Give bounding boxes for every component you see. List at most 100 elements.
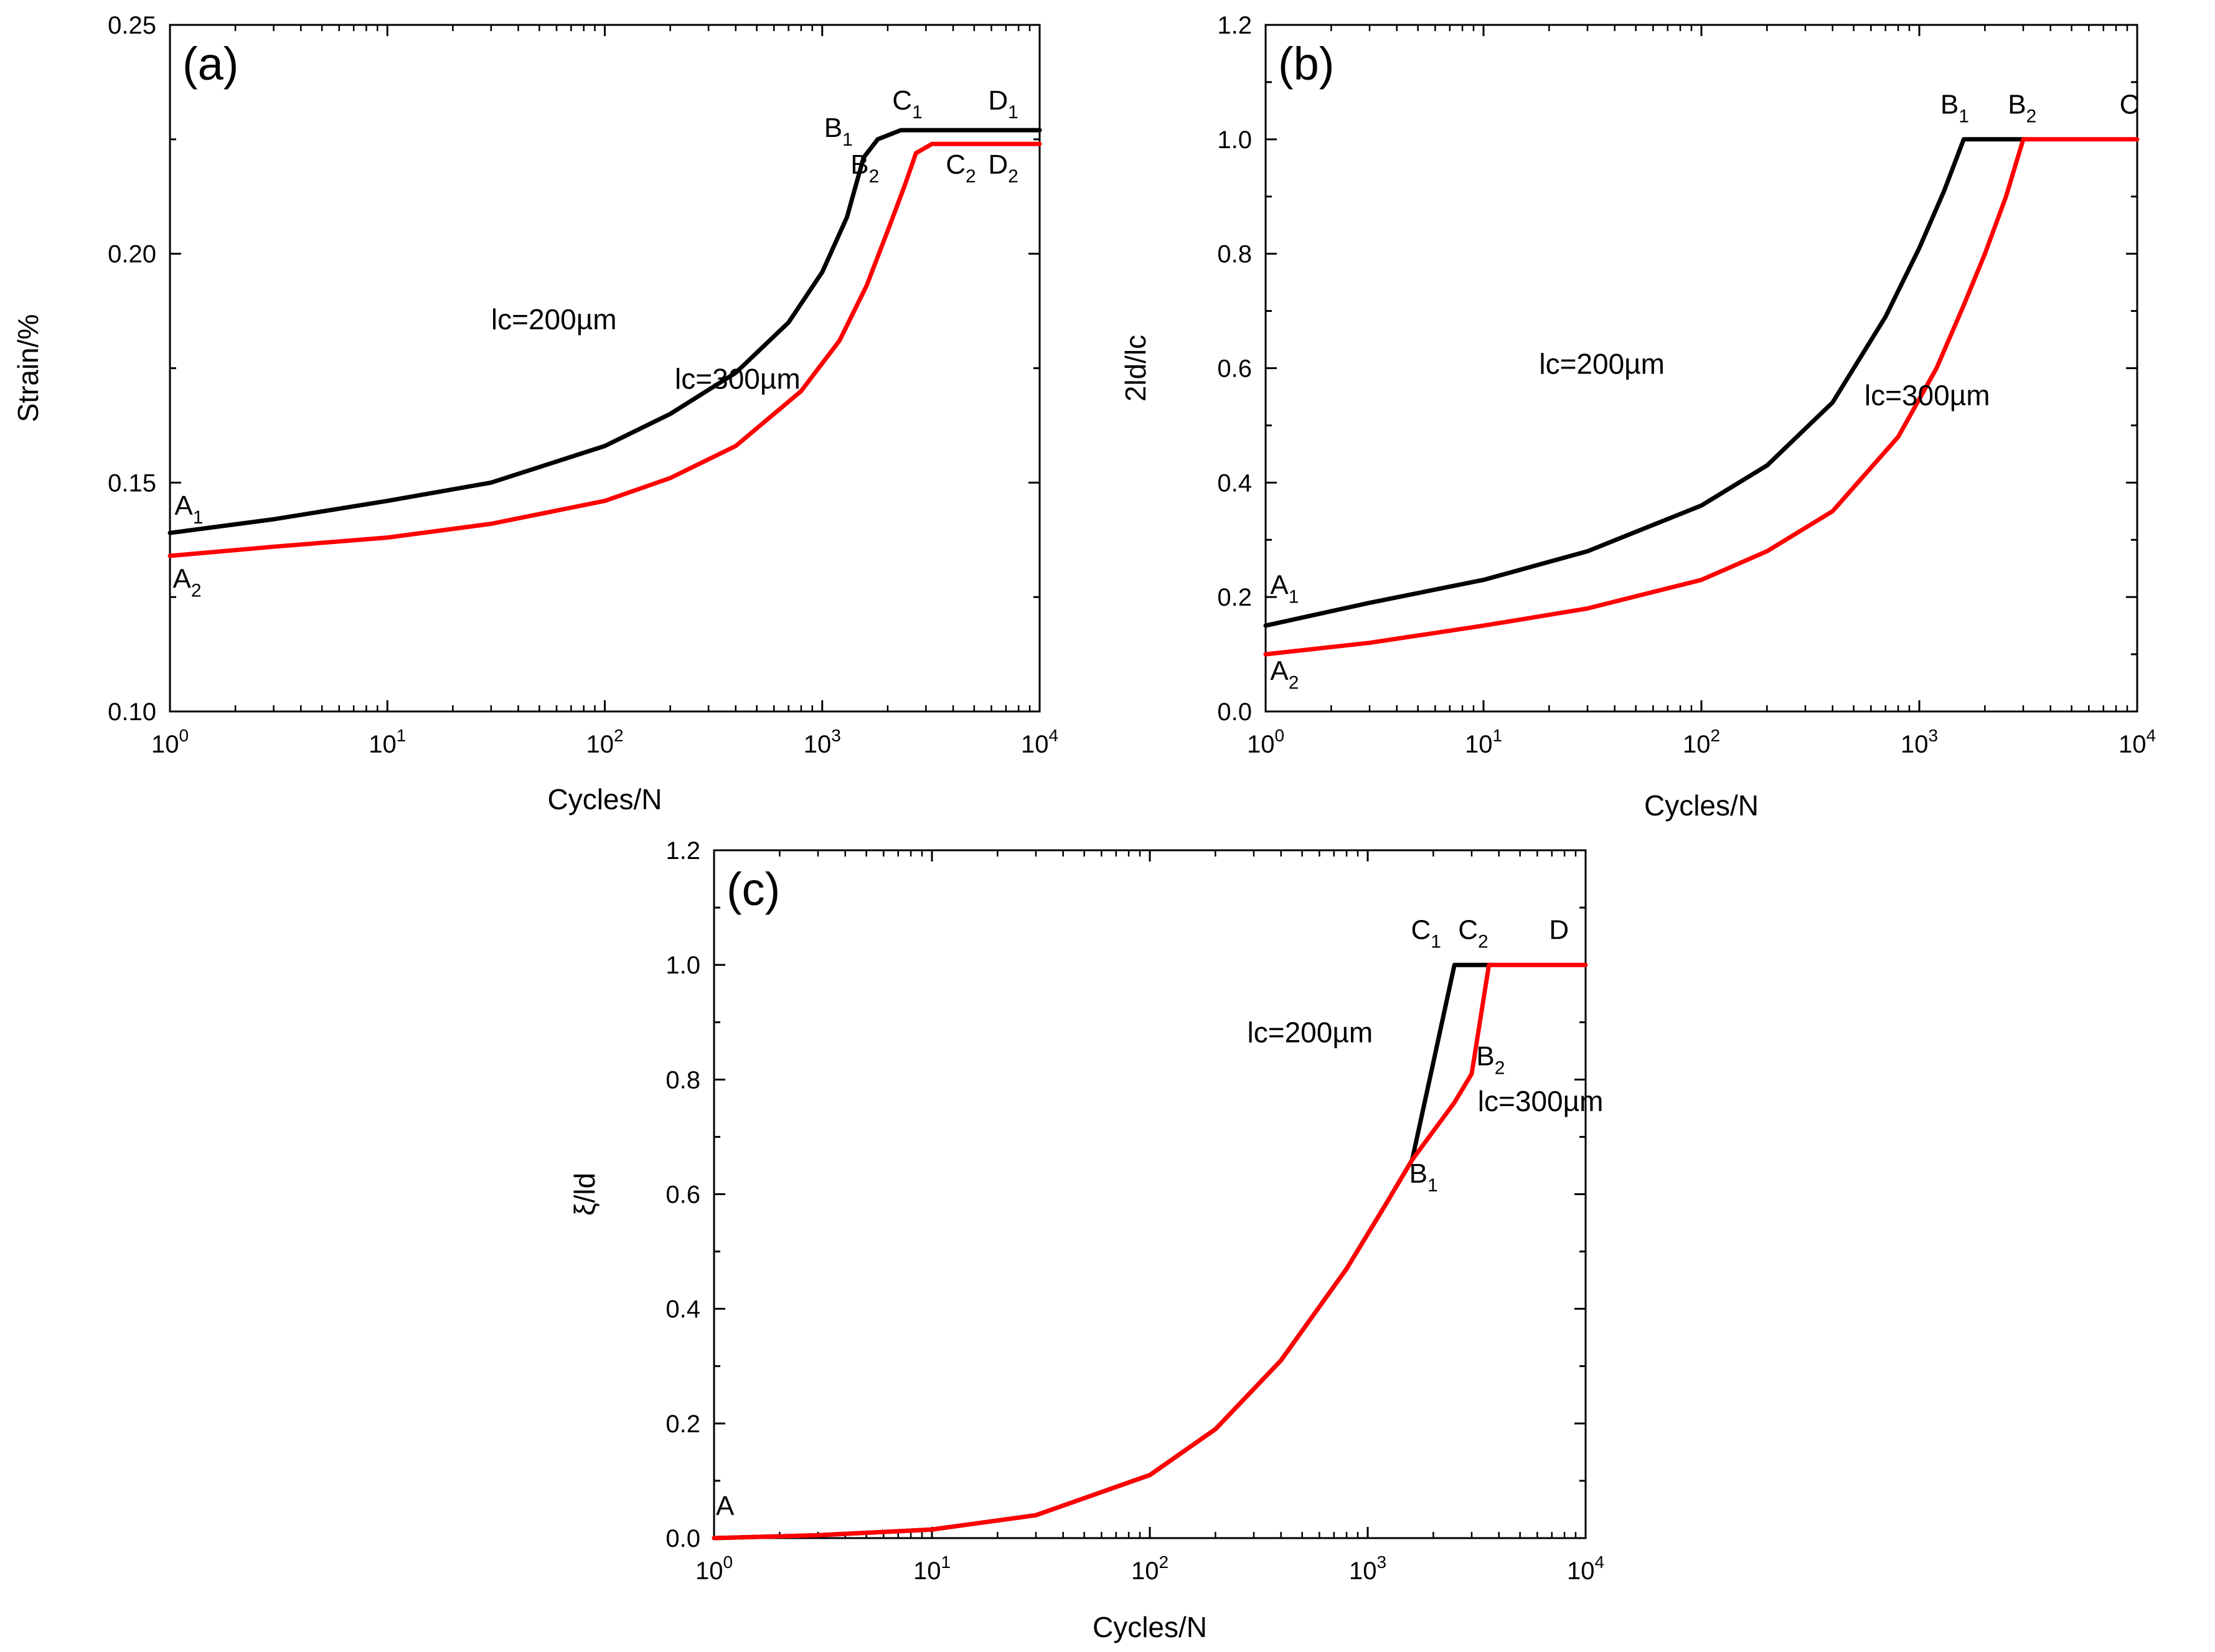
x-tick-base: 10 xyxy=(2119,731,2147,758)
y-tick-label: 0.10 xyxy=(108,698,156,726)
curve-label: lc=300µm xyxy=(1865,379,1990,411)
point-label: B2 xyxy=(1476,1041,1505,1078)
point-label: C2 xyxy=(1458,915,1488,952)
x-tick-exponent: 1 xyxy=(1492,726,1502,745)
point-label-letter: B xyxy=(2008,89,2026,120)
panel-label: (a) xyxy=(182,38,238,90)
point-label-subscript: 1 xyxy=(1959,106,1969,126)
y-tick-label: 0.0 xyxy=(1217,698,1252,726)
panel-label: (c) xyxy=(727,863,780,915)
series-line-lc200 xyxy=(167,128,1042,535)
x-tick-base: 10 xyxy=(369,731,397,758)
curve-label: lc=200µm xyxy=(491,303,617,336)
point-label-subscript: 2 xyxy=(966,166,976,187)
y-tick-label: 0.15 xyxy=(108,469,156,497)
point-label: D1 xyxy=(988,85,1018,123)
point-label: D xyxy=(1549,915,1569,946)
point-label: B1 xyxy=(1940,89,1969,126)
x-tick-base: 10 xyxy=(804,731,832,758)
y-tick-label: 0.2 xyxy=(1217,584,1252,611)
y-tick-label: 0.8 xyxy=(665,1066,700,1094)
y-tick-label: 1.2 xyxy=(1217,12,1252,39)
y-tick-label: 0.0 xyxy=(665,1525,700,1552)
x-tick-base: 10 xyxy=(1465,731,1493,758)
point-label-subscript: 2 xyxy=(1289,672,1299,693)
point-label-letter: A xyxy=(1270,655,1289,686)
point-label-letter: C xyxy=(1458,915,1478,946)
point-label-subscript: 2 xyxy=(1008,166,1018,187)
curve-label: lc=300µm xyxy=(1478,1085,1604,1117)
point-label-subscript: 2 xyxy=(1478,932,1488,952)
y-tick-label: 0.4 xyxy=(665,1296,700,1323)
x-tick-base: 10 xyxy=(913,1557,941,1585)
x-tick-label: 104 xyxy=(2119,726,2156,758)
y-axis-title: ξ/ld xyxy=(568,1173,601,1216)
x-tick-exponent: 0 xyxy=(179,726,189,745)
point-label: C1 xyxy=(1411,915,1441,952)
point-label-subscript: 2 xyxy=(1495,1058,1505,1078)
x-tick-label: 104 xyxy=(1021,726,1058,758)
point-label-subscript: 2 xyxy=(869,166,880,187)
x-tick-base: 10 xyxy=(1021,731,1049,758)
point-label-subscript: 1 xyxy=(1289,587,1299,608)
x-axis-title: Cycles/N xyxy=(1644,789,1759,822)
x-tick-base: 10 xyxy=(151,731,179,758)
point-label: A xyxy=(716,1491,735,1521)
y-axis-title: 2ld/lc xyxy=(1119,335,1152,401)
point-label-letter: B xyxy=(1409,1158,1427,1189)
curve-label: lc=200µm xyxy=(1248,1016,1373,1048)
x-tick-exponent: 0 xyxy=(723,1552,733,1572)
point-label-letter: B xyxy=(1940,89,1959,120)
x-tick-exponent: 2 xyxy=(614,726,624,745)
x-tick-exponent: 3 xyxy=(831,726,841,745)
x-tick-exponent: 4 xyxy=(1048,726,1058,745)
point-label: B2 xyxy=(2008,89,2036,126)
point-label: A1 xyxy=(174,490,203,528)
point-label-letter: B xyxy=(824,113,842,143)
point-label: B2 xyxy=(850,149,879,187)
y-tick-label: 0.8 xyxy=(1217,241,1252,268)
point-label-subscript: 1 xyxy=(1008,102,1018,123)
point-label-letter: D xyxy=(988,85,1008,116)
point-label-letter: A xyxy=(716,1491,735,1521)
x-tick-label: 100 xyxy=(151,726,189,758)
y-tick-label: 1.0 xyxy=(665,952,700,979)
point-label-subscript: 1 xyxy=(1427,1175,1438,1196)
panel-label: (b) xyxy=(1278,38,1334,90)
x-tick-label: 100 xyxy=(695,1552,733,1585)
y-axis-title: Strain/% xyxy=(12,314,44,423)
y-tick-label: 0.6 xyxy=(1217,355,1252,383)
point-label-letter: A xyxy=(1270,570,1289,601)
y-tick-label: 0.4 xyxy=(1217,469,1252,497)
x-tick-base: 10 xyxy=(586,731,614,758)
x-tick-label: 100 xyxy=(1247,726,1284,758)
x-tick-base: 10 xyxy=(1567,1557,1595,1585)
x-tick-exponent: 3 xyxy=(1928,726,1938,745)
point-label-letter: C xyxy=(2120,89,2140,120)
point-label-letter: C xyxy=(946,149,966,180)
x-tick-exponent: 1 xyxy=(941,1552,951,1572)
x-tick-exponent: 4 xyxy=(2146,726,2156,745)
point-label-subscript: 2 xyxy=(2026,106,2037,126)
x-tick-base: 10 xyxy=(1901,731,1929,758)
y-tick-label: 0.2 xyxy=(665,1410,700,1438)
point-label: A2 xyxy=(172,563,201,601)
point-label-letter: A xyxy=(172,563,191,594)
point-label: D2 xyxy=(988,149,1018,187)
point-label-letter: C xyxy=(1411,915,1431,946)
series-line-lc200 xyxy=(1263,137,2026,628)
point-label: C xyxy=(2120,89,2140,120)
x-tick-exponent: 0 xyxy=(1274,726,1284,745)
x-tick-label: 103 xyxy=(804,726,841,758)
point-label: A1 xyxy=(1270,570,1299,608)
curve-label: lc=300µm xyxy=(675,363,801,395)
x-tick-label: 101 xyxy=(913,1552,951,1585)
x-tick-label: 102 xyxy=(1131,1552,1169,1585)
point-label-subscript: 2 xyxy=(191,580,202,601)
point-label-letter: C xyxy=(892,85,912,116)
x-tick-base: 10 xyxy=(1131,1557,1159,1585)
